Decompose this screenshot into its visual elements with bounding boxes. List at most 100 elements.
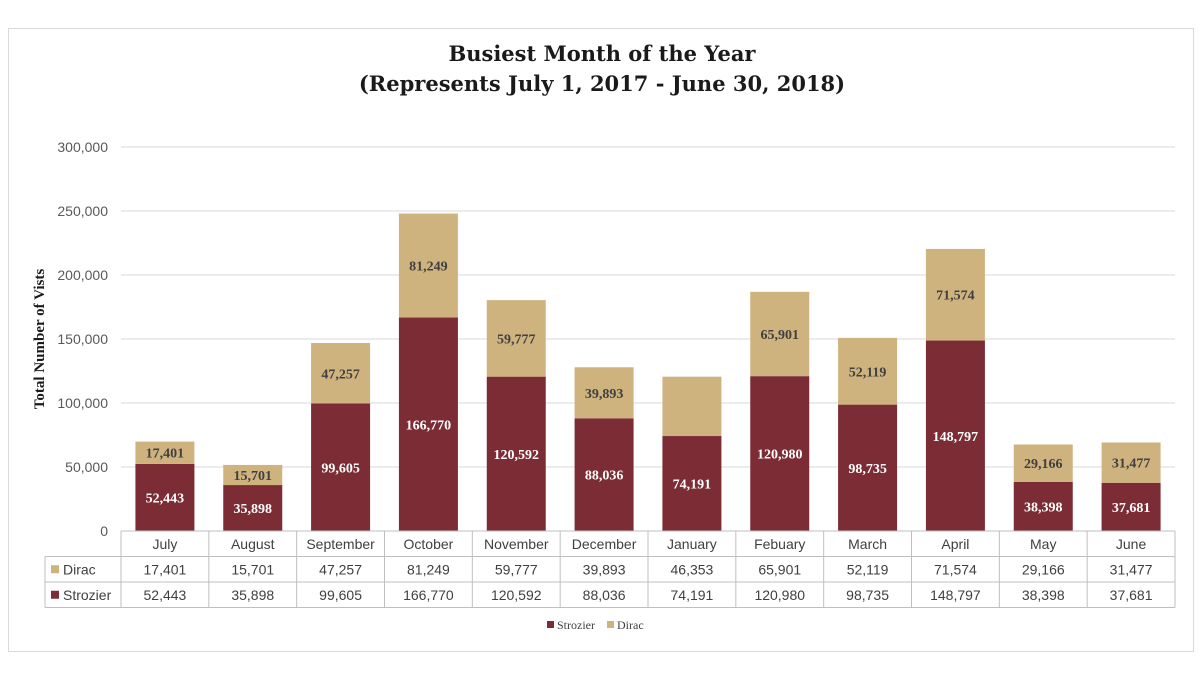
data-label-dirac: 65,901: [761, 328, 800, 343]
chart-subtitle: (Represents July 1, 2017 - June 30, 2018…: [359, 71, 845, 96]
table-cell: 88,036: [583, 587, 626, 603]
data-label-strozier: 88,036: [585, 469, 624, 484]
x-tick-label: April: [941, 536, 969, 552]
table-cell: 35,898: [231, 587, 274, 603]
table-cell: 99,605: [319, 587, 362, 603]
bar-dirac: [925, 248, 985, 341]
bar-dirac: [486, 300, 546, 377]
table-legend-key: [51, 590, 59, 599]
table-cell: 17,401: [144, 561, 187, 577]
data-label-dirac: 29,166: [1024, 457, 1063, 472]
bar-dirac: [838, 337, 898, 405]
data-label-strozier: 148,797: [933, 430, 979, 445]
x-tick-label: June: [1116, 536, 1147, 552]
chart-title: Busiest Month of the Year: [448, 41, 756, 66]
data-label-dirac: 52,119: [849, 365, 887, 380]
x-tick-label: Febuary: [754, 536, 805, 552]
data-label-strozier: 120,980: [757, 448, 803, 463]
y-axis-ticks: 0 50,000 100,000 150,000 200,000 250,000 300,0…: [57, 139, 108, 539]
bar-dirac: [750, 291, 810, 377]
bar-dirac: [1013, 444, 1073, 482]
y-tick-label: 250,000: [57, 203, 108, 219]
table-cell: 81,249: [407, 561, 450, 577]
data-label-strozier: 99,605: [321, 461, 360, 476]
x-tick-label: August: [231, 536, 275, 552]
data-label-dirac: 71,574: [936, 289, 975, 304]
data-label-dirac: 47,257: [321, 367, 360, 382]
bar-dirac: [223, 464, 283, 486]
legend: Strozier Dirac: [547, 618, 644, 632]
table-cell: 31,477: [1110, 561, 1153, 577]
table-cell: 38,398: [1022, 587, 1065, 603]
y-tick-label: 200,000: [57, 267, 108, 283]
y-tick-label: 300,000: [57, 139, 108, 155]
data-label-strozier: 120,592: [494, 448, 540, 463]
x-tick-label: January: [667, 536, 717, 552]
table-cell: 15,701: [231, 561, 274, 577]
table-cell: 46,353: [671, 561, 714, 577]
data-label-strozier: 74,191: [673, 478, 712, 493]
bar-strozier: [574, 418, 634, 531]
table-cell: 59,777: [495, 561, 538, 577]
table-cell: 98,735: [846, 587, 889, 603]
table-cell: 74,191: [671, 587, 714, 603]
x-tick-label: May: [1030, 536, 1056, 552]
table-cell: 52,119: [847, 561, 889, 577]
y-tick-label: 150,000: [57, 331, 108, 347]
x-tick-label: March: [848, 536, 887, 552]
table-cell: 166,770: [403, 587, 454, 603]
bar-dirac: [574, 367, 634, 419]
x-tick-label: July: [152, 536, 177, 552]
bar-dirac: [135, 441, 195, 464]
y-tick-label: 0: [100, 523, 108, 539]
table-cell: 120,980: [754, 587, 805, 603]
data-label-strozier: 35,898: [234, 502, 273, 517]
table-row-label: Dirac: [63, 561, 96, 577]
data-label-strozier: 98,735: [848, 462, 887, 477]
bar-strozier: [1013, 481, 1073, 531]
table-cell: 52,443: [144, 587, 187, 603]
data-table: July August September October November Decemb…: [44, 530, 1176, 608]
table-cell: 65,901: [758, 561, 801, 577]
bar-strozier: [1101, 482, 1161, 531]
gridlines: [121, 146, 1175, 532]
table-cell: 120,592: [491, 587, 542, 603]
data-label-dirac: 59,777: [497, 332, 536, 347]
bar-strozier: [135, 463, 195, 531]
data-label-dirac: 15,701: [234, 469, 273, 484]
x-tick-label: December: [572, 536, 637, 552]
data-label-strozier: 166,770: [406, 418, 452, 433]
data-label-dirac: 31,477: [1112, 457, 1151, 472]
bar-dirac: [662, 376, 722, 437]
legend-label: Dirac: [617, 618, 644, 632]
table-cell: 47,257: [319, 561, 362, 577]
bars: 52,443 17,401 35,898 15,701 99,605 47,257 166,…: [135, 213, 1161, 531]
bar-strozier: [662, 436, 722, 531]
bar-strozier: [486, 376, 546, 531]
x-tick-label: November: [484, 536, 549, 552]
table-legend-key: [51, 565, 59, 574]
bar-dirac: [311, 343, 371, 404]
y-tick-label: 100,000: [57, 395, 108, 411]
legend-swatch: [547, 621, 554, 628]
data-label-strozier: 37,681: [1112, 501, 1151, 516]
table-cell: 148,797: [930, 587, 981, 603]
bar-strozier: [750, 376, 810, 531]
data-label-dirac: 17,401: [146, 447, 185, 462]
data-label-dirac: 81,249: [409, 260, 448, 275]
data-label-dirac: 39,893: [585, 387, 624, 402]
data-label-strozier: 52,443: [146, 491, 185, 506]
bar-strozier: [223, 485, 283, 531]
chart: Busiest Month of the Year (Represents Ju…: [32, 41, 1176, 632]
x-tick-label: September: [306, 536, 375, 552]
legend-swatch: [607, 621, 614, 628]
legend-label: Strozier: [557, 618, 595, 632]
bar-dirac: [1101, 442, 1161, 483]
table-cell: 39,893: [583, 561, 626, 577]
data-label-strozier: 38,398: [1024, 500, 1063, 515]
table-row-label: Strozier: [63, 587, 112, 603]
bar-strozier: [925, 340, 985, 531]
table-cell: 37,681: [1110, 587, 1153, 603]
bar-strozier: [838, 404, 898, 531]
bar-strozier: [398, 317, 458, 531]
